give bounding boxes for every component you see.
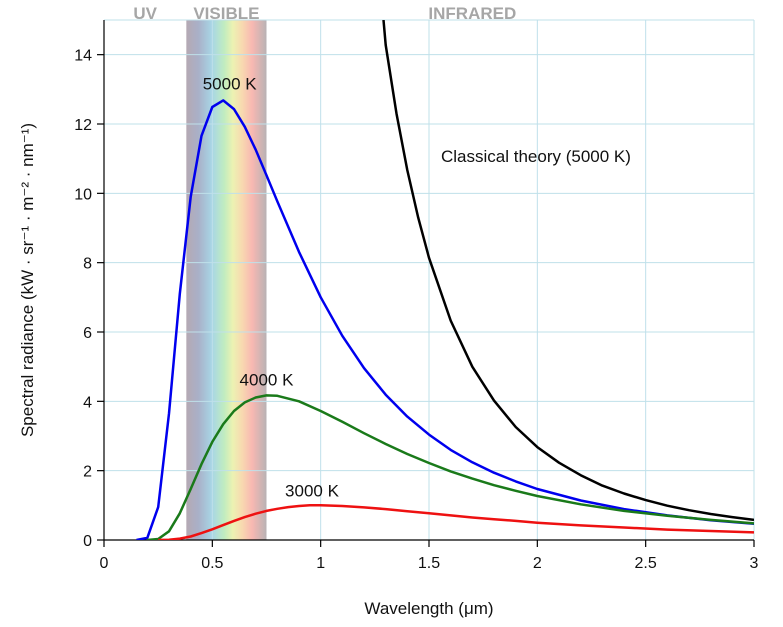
y-axis-title: Spectral radiance (kW · sr⁻¹ · m⁻² · nm⁻… bbox=[18, 123, 37, 437]
series-line-0 bbox=[136, 99, 754, 540]
x-tick-label: 2 bbox=[533, 555, 542, 572]
y-tick-label: 10 bbox=[74, 186, 92, 203]
series-label-1: 4000 K bbox=[240, 371, 295, 390]
y-tick-label: 8 bbox=[83, 256, 92, 273]
x-tick-label: 1.5 bbox=[418, 555, 440, 572]
series-label-0: 5000 K bbox=[203, 74, 258, 93]
x-tick-label: 3 bbox=[750, 555, 759, 572]
series-label-2: 3000 K bbox=[285, 482, 340, 501]
visible-spectrum-band bbox=[186, 20, 267, 540]
series-line-1 bbox=[147, 394, 754, 540]
series-line-3 bbox=[382, 20, 754, 522]
series-labels: 5000 K 4000 K 3000 K Classical theory (5000… bbox=[203, 74, 631, 500]
axes bbox=[97, 20, 755, 547]
x-tick-label: 0.5 bbox=[201, 555, 223, 572]
x-axis-title: Wavelength (μm) bbox=[364, 599, 493, 618]
y-tick-labels: 0 2 4 6 8 10 12 14 bbox=[74, 48, 92, 550]
region-label: UV bbox=[133, 4, 157, 23]
grid-lines bbox=[104, 19, 755, 540]
y-tick-label: 4 bbox=[83, 394, 92, 411]
x-tick-label: 2.5 bbox=[635, 555, 657, 572]
region-labels: UV VISIBLE INFRARED bbox=[133, 4, 516, 23]
x-tick-label: 0 bbox=[100, 555, 109, 572]
y-tick-label: 2 bbox=[83, 464, 92, 481]
y-tick-label: 6 bbox=[83, 325, 92, 342]
series-lines bbox=[136, 20, 754, 540]
region-label: VISIBLE bbox=[193, 4, 259, 23]
y-tick-label: 0 bbox=[83, 533, 92, 550]
x-tick-labels: 0 0.5 1 1.5 2 2.5 3 bbox=[100, 555, 759, 572]
x-tick-label: 1 bbox=[316, 555, 325, 572]
series-line-2 bbox=[158, 504, 754, 540]
series-label-3: Classical theory (5000 K) bbox=[441, 147, 631, 166]
region-label: INFRARED bbox=[428, 4, 516, 23]
y-tick-label: 14 bbox=[74, 48, 92, 65]
y-tick-label: 12 bbox=[74, 117, 92, 134]
